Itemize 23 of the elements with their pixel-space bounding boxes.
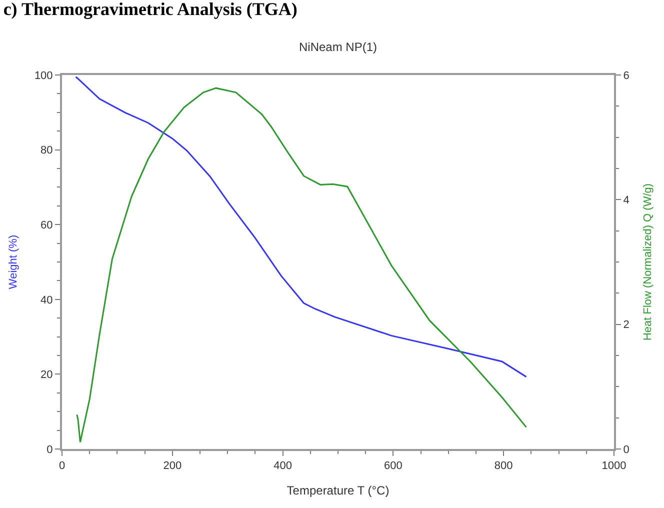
x-axis-title: Temperature T (°C) (286, 484, 390, 498)
y-tick-label: 100 (34, 70, 53, 82)
x-tick-label: 800 (494, 460, 513, 472)
y-tick-label: 20 (40, 369, 53, 382)
y-tick-label: 60 (40, 219, 53, 232)
y2-tick-label: 4 (623, 194, 630, 207)
y2-tick-label: 6 (623, 70, 630, 82)
x-tick-label: 1000 (602, 460, 626, 472)
y-tick-label: 80 (40, 144, 53, 157)
chart-title: c) Thermogravimetric Analysis (TGA) (3, 0, 298, 20)
x-tick-label: 600 (384, 460, 402, 472)
y2-axis-title: Heat Flow (Normalized) Q (W/g) (642, 183, 654, 341)
y2-tick-label: 0 (623, 444, 630, 456)
x-tick-label: 0 (58, 460, 66, 472)
y2-tick-label: 2 (623, 319, 630, 332)
y-tick-label: 40 (40, 294, 53, 306)
x-tick-label: 400 (274, 460, 292, 472)
x-tick-label: 200 (163, 460, 182, 472)
y-tick-label: 0 (46, 444, 53, 456)
y-axis-title: Weight (%) (8, 234, 20, 290)
line-series (76, 87, 527, 443)
line-series (75, 76, 527, 378)
chart-subtitle: NiNeam NP(1) (299, 40, 378, 54)
